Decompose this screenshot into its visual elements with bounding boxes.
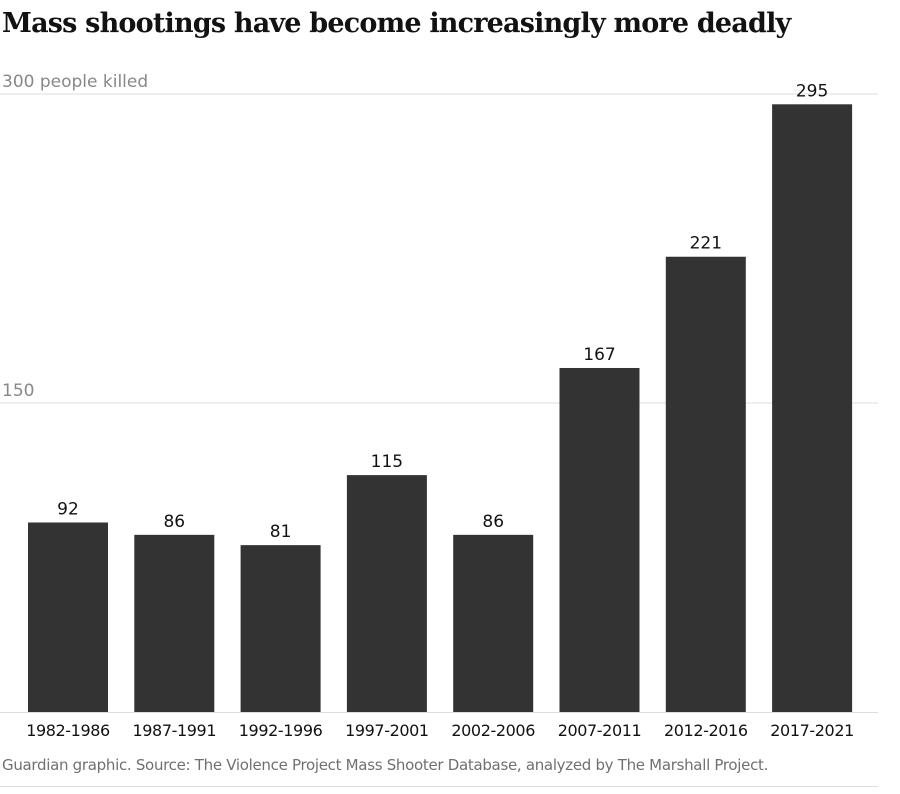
x-tick-label: 2007-2011: [558, 721, 642, 740]
data-label: 167: [583, 345, 615, 365]
data-label: 295: [796, 81, 828, 101]
x-tick-label: 1992-1996: [239, 721, 323, 740]
y-tick-label: 150: [2, 381, 34, 401]
data-label: 92: [57, 499, 79, 519]
x-tick-label: 2017-2021: [770, 721, 854, 740]
x-tick-label: 1987-1991: [132, 721, 216, 740]
source-note: Guardian graphic. Source: The Violence P…: [2, 756, 769, 774]
data-label: 86: [482, 512, 504, 532]
y-tick-label: 300 people killed: [2, 72, 148, 92]
bar: [134, 534, 215, 712]
bar: [665, 256, 746, 712]
data-label: 115: [371, 452, 403, 472]
x-tick-label: 2002-2006: [451, 721, 535, 740]
data-label: 81: [270, 522, 292, 542]
x-tick-label: 1982-1986: [26, 721, 110, 740]
bar: [346, 475, 427, 712]
bar: [453, 534, 534, 712]
bar: [28, 522, 108, 712]
bar: [772, 104, 853, 713]
chart-title: Mass shootings have become increasingly …: [2, 8, 791, 39]
bottom-divider: [0, 786, 878, 787]
data-label: 86: [163, 512, 185, 532]
x-tick-label: 2012-2016: [664, 721, 748, 740]
data-label: 221: [690, 234, 722, 254]
bar: [240, 545, 321, 712]
x-tick-label: 1997-2001: [345, 721, 429, 740]
bar: [559, 367, 640, 712]
